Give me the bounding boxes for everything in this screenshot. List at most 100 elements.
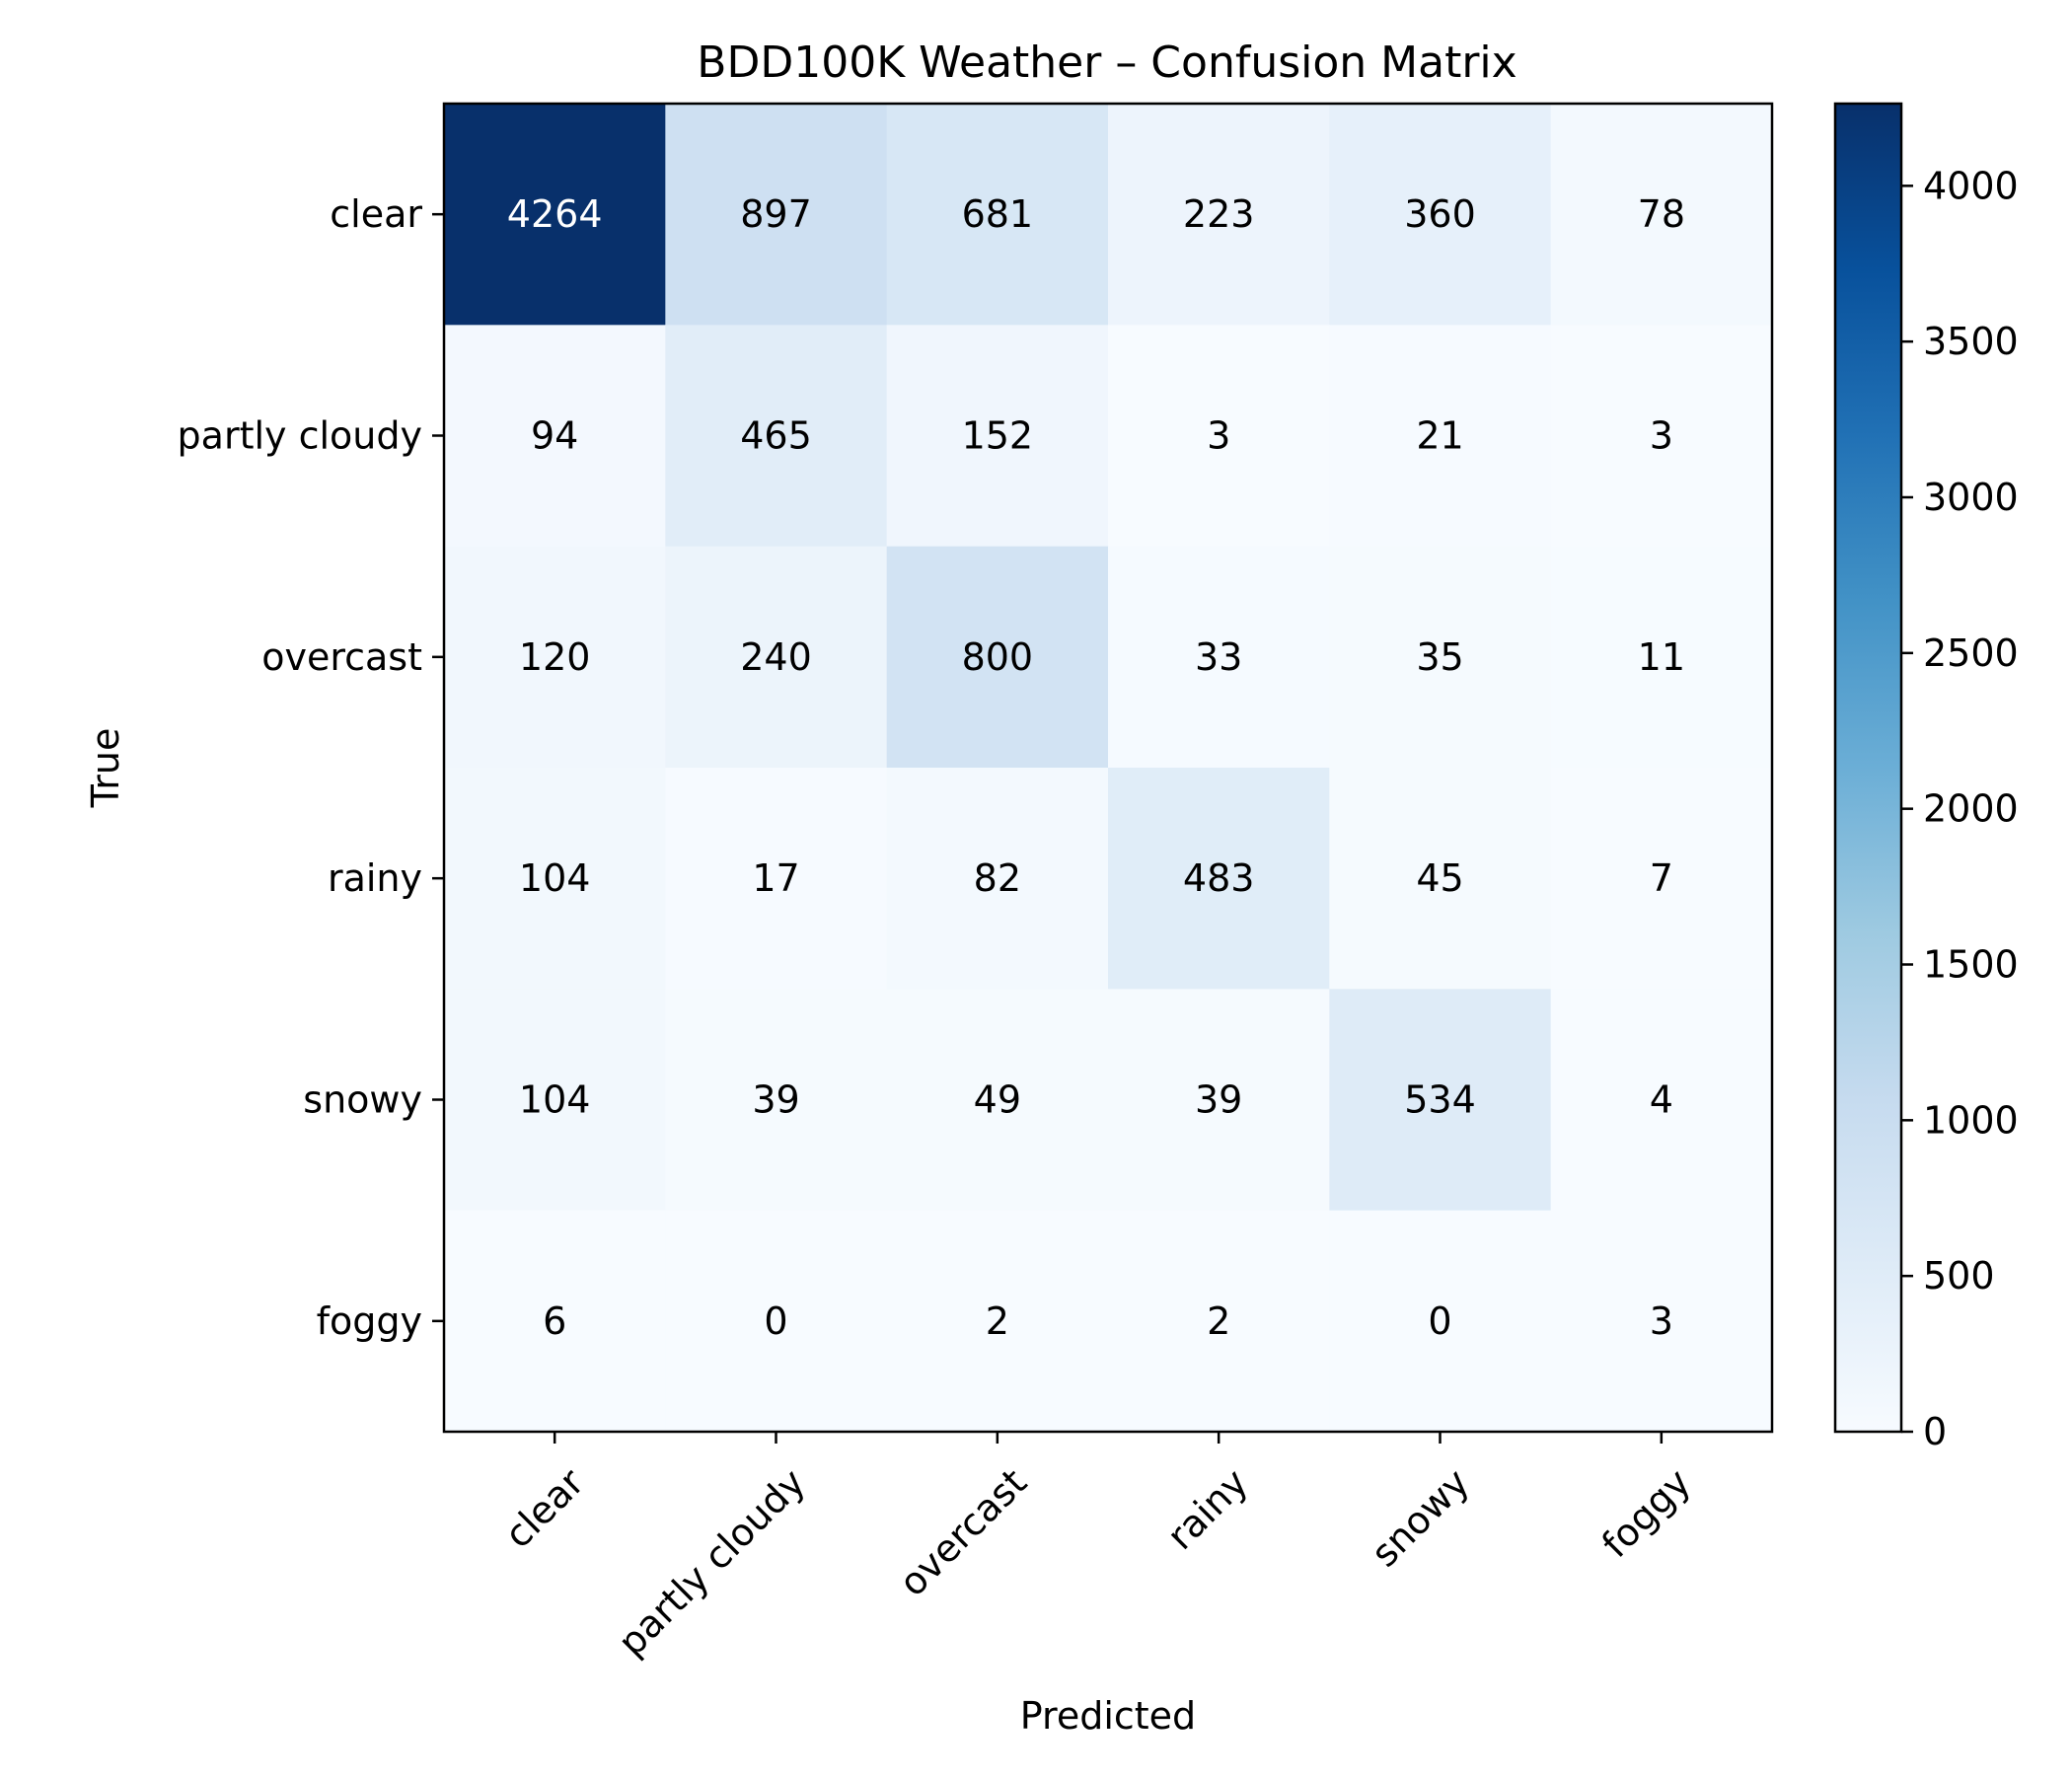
heatmap-cell — [1329, 546, 1552, 769]
heatmap-cell — [886, 104, 1109, 326]
cell-value-label: 152 — [962, 414, 1034, 458]
cell-value-label: 681 — [962, 192, 1034, 236]
cell-value-label: 465 — [740, 414, 812, 458]
heatmap-cell — [886, 546, 1109, 769]
heatmap-cell — [665, 325, 888, 548]
y-tick-label: rainy — [328, 856, 422, 900]
x-tick-label: rainy — [1158, 1460, 1256, 1558]
cell-value-label: 17 — [752, 856, 799, 900]
heatmap-cell — [1550, 768, 1773, 990]
heatmap-cell — [1108, 104, 1330, 326]
colorbar-tick-label: 3500 — [1923, 320, 2019, 363]
heatmap-cell — [665, 768, 888, 990]
heatmap-cell — [665, 989, 888, 1212]
cell-value-label: 0 — [764, 1299, 787, 1343]
colorbar-tick-label: 500 — [1923, 1254, 1995, 1298]
cell-value-label: 45 — [1416, 856, 1463, 900]
y-tick-label: partly cloudy — [178, 414, 422, 458]
chart-title: BDD100K Weather – Confusion Matrix — [697, 37, 1517, 88]
cell-value-label: 534 — [1404, 1078, 1476, 1122]
cell-value-label: 4 — [1650, 1078, 1673, 1122]
colorbar-tick-label: 4000 — [1923, 164, 2019, 207]
colorbar-tick-label: 0 — [1923, 1410, 1947, 1453]
colorbar-tick-label: 3000 — [1923, 476, 2019, 519]
x-axis-ticks: clear partly cloudy overcast rainy snowy fogg… — [496, 1432, 1699, 1665]
cell-value-label: 21 — [1416, 414, 1463, 458]
cell-value-label: 4264 — [507, 192, 603, 236]
y-tick-label: snowy — [303, 1078, 422, 1122]
heatmap-cell — [1550, 325, 1773, 548]
cell-value-label: 0 — [1428, 1299, 1451, 1343]
colorbar-tick-label: 2500 — [1923, 631, 2019, 675]
heatmap-cell — [1108, 546, 1330, 769]
cell-value-label: 39 — [1195, 1078, 1242, 1122]
heatmap-cell — [1550, 989, 1773, 1212]
y-axis-ticks: clear partly cloudy overcast rainy snowy fogg… — [178, 192, 444, 1343]
heatmap-cell — [665, 546, 888, 769]
cell-value-label: 49 — [974, 1078, 1021, 1122]
y-tick-label: foggy — [317, 1299, 422, 1343]
heatmap-cell — [665, 1210, 888, 1433]
plot-frame — [442, 102, 1774, 1434]
colorbar — [1833, 102, 1903, 1434]
heatmap-cells — [444, 104, 1773, 1433]
cell-value-label: 104 — [519, 1078, 591, 1122]
cell-value-label: 11 — [1638, 635, 1685, 679]
heatmap-cell — [886, 325, 1109, 548]
heatmap-cell — [444, 1210, 666, 1433]
cell-value-label: 33 — [1195, 635, 1242, 679]
cell-value-label: 360 — [1404, 192, 1476, 236]
x-tick-label: foggy — [1593, 1460, 1699, 1566]
heatmap-cell — [886, 989, 1109, 1212]
heatmap-cell — [886, 1210, 1109, 1433]
heatmap-cell — [1550, 104, 1773, 326]
heatmap-cell — [444, 989, 666, 1212]
heatmap-cell — [444, 325, 666, 548]
heatmap-cell — [1550, 1210, 1773, 1433]
heatmap-cell — [665, 104, 888, 326]
cell-value-label: 82 — [974, 856, 1021, 900]
cell-value-label: 897 — [740, 192, 812, 236]
x-axis-label: Predicted — [1020, 1694, 1196, 1738]
heatmap-cell — [1329, 325, 1552, 548]
heatmap-cell — [1329, 104, 1552, 326]
heatmap-cell — [444, 768, 666, 990]
cell-value-label: 483 — [1183, 856, 1255, 900]
cell-value-label: 800 — [962, 635, 1034, 679]
heatmap-cell — [1108, 768, 1330, 990]
colorbar-tick-label: 1000 — [1923, 1098, 2019, 1142]
colorbar-tick-label: 1500 — [1923, 943, 2019, 987]
y-tick-label: overcast — [261, 635, 422, 679]
cell-value-label: 7 — [1650, 856, 1673, 900]
cell-value-label: 223 — [1183, 192, 1255, 236]
cell-value-label: 104 — [519, 856, 591, 900]
x-tick-label: snowy — [1363, 1460, 1477, 1575]
cell-value-label: 2 — [1207, 1299, 1230, 1343]
heatmap-cell — [444, 546, 666, 769]
heatmap-cell — [1550, 546, 1773, 769]
heatmap-cell — [1108, 1210, 1330, 1433]
heatmap-cell — [1329, 1210, 1552, 1433]
cell-value-label: 3 — [1650, 414, 1673, 458]
heatmap-cell — [886, 768, 1109, 990]
colorbar-ticks: 0 500 1000 1500 2000 2500 3000 3500 4000 — [1901, 164, 2019, 1453]
cell-value-label: 6 — [543, 1299, 566, 1343]
y-tick-label: clear — [330, 192, 422, 236]
heatmap-cell — [1329, 989, 1552, 1212]
heatmap-cell — [444, 104, 666, 326]
cell-value-label: 78 — [1638, 192, 1685, 236]
cell-value-label: 35 — [1416, 635, 1463, 679]
y-axis-label: True — [84, 728, 127, 809]
heatmap-cell — [1329, 768, 1552, 990]
cell-value-label: 2 — [986, 1299, 1009, 1343]
x-tick-label: partly cloudy — [610, 1460, 814, 1665]
cell-value-label: 240 — [740, 635, 812, 679]
x-tick-label: clear — [496, 1460, 593, 1557]
heatmap-cell — [1108, 325, 1330, 548]
cell-value-label: 94 — [531, 414, 578, 458]
cell-value-label: 3 — [1207, 414, 1230, 458]
x-tick-label: overcast — [891, 1460, 1035, 1604]
